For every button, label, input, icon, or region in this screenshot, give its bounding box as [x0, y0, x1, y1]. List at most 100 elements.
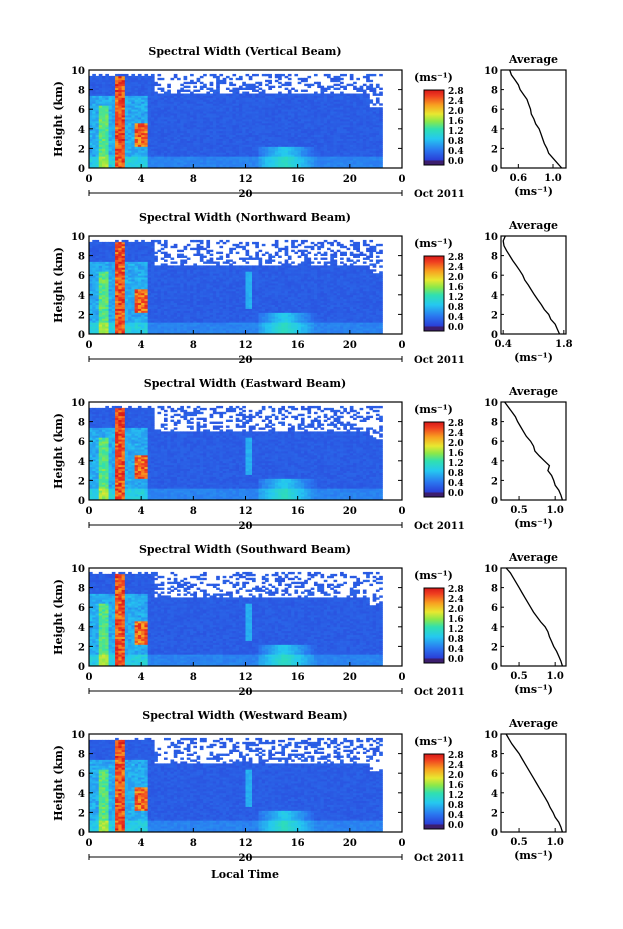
- heatmap-cell: [356, 150, 361, 153]
- heatmap-cell: [196, 150, 201, 153]
- heatmap-cell: [193, 154, 197, 157]
- heatmap-cell: [330, 77, 334, 81]
- heatmap-cell: [291, 148, 295, 151]
- heatmap-cell: [102, 273, 106, 276]
- heatmap-cell: [150, 142, 155, 145]
- heatmap-cell: [300, 134, 305, 138]
- heatmap-cell: [98, 281, 103, 284]
- heatmap-cell: [98, 75, 103, 79]
- heatmap-cell: [323, 132, 328, 136]
- heatmap-cell: [144, 89, 149, 92]
- heatmap-cell: [144, 120, 149, 124]
- heatmap-cell: [310, 113, 315, 116]
- heatmap-cell: [147, 83, 152, 87]
- heatmap-cell: [310, 144, 315, 147]
- heatmap-cell: [150, 308, 155, 311]
- heatmap-cell: [216, 93, 220, 96]
- heatmap-cell: [115, 77, 119, 81]
- heatmap-cell: [340, 140, 344, 143]
- heatmap-cell: [167, 115, 171, 118]
- heatmap-cell: [252, 122, 256, 126]
- heatmap-cell: [98, 91, 103, 94]
- heatmap-cell: [137, 105, 142, 108]
- heatmap-cell: [115, 140, 119, 143]
- heatmap-cell: [359, 119, 364, 122]
- heatmap-cell: [199, 117, 204, 120]
- heatmap-cell: [199, 122, 204, 126]
- heatmap-cell: [108, 285, 113, 288]
- heatmap-cell: [294, 107, 299, 110]
- heatmap-cell: [121, 166, 126, 168]
- heatmap-cell: [163, 142, 168, 145]
- heatmap-cell: [144, 140, 149, 143]
- heatmap-cell: [232, 136, 237, 139]
- heatmap-cell: [265, 130, 269, 134]
- heatmap-cell: [128, 306, 132, 309]
- heatmap-cell: [89, 95, 93, 98]
- heatmap-cell: [336, 113, 341, 116]
- heatmap-cell: [137, 281, 142, 284]
- heatmap-cell: [349, 103, 354, 106]
- heatmap-cell: [372, 166, 377, 168]
- heatmap-cell: [111, 245, 116, 249]
- heatmap-cell: [265, 79, 269, 83]
- heatmap-cell: [150, 277, 155, 280]
- heatmap-cell: [274, 158, 279, 161]
- heatmap-cell: [206, 166, 211, 168]
- heatmap-cell: [92, 85, 96, 89]
- heatmap-cell: [183, 93, 188, 96]
- heatmap-cell: [313, 117, 318, 120]
- heatmap-cell: [108, 144, 113, 147]
- heatmap-cell: [242, 142, 246, 145]
- heatmap-cell: [313, 103, 318, 106]
- heatmap-cell: [300, 107, 305, 110]
- heatmap-cell: [111, 318, 116, 321]
- heatmap-cell: [115, 251, 119, 255]
- heatmap-cell: [206, 132, 211, 136]
- heatmap-cell: [245, 134, 250, 138]
- heatmap-cell: [186, 164, 191, 167]
- heatmap-cell: [313, 130, 318, 134]
- heatmap-cell: [343, 132, 347, 136]
- heatmap-cell: [128, 91, 132, 94]
- heatmap-cell: [297, 130, 302, 134]
- heatmap-cell: [206, 140, 211, 143]
- heatmap-cell: [340, 105, 344, 108]
- heatmap-cell: [183, 156, 188, 159]
- heatmap-cell: [105, 290, 109, 294]
- heatmap-cell: [105, 132, 109, 136]
- heatmap-cell: [167, 117, 171, 120]
- heatmap-cell: [242, 99, 246, 102]
- heatmap-cell: [150, 285, 155, 288]
- heatmap-cell: [333, 138, 338, 141]
- heatmap-cell: [287, 140, 292, 143]
- heatmap-cell: [323, 87, 328, 90]
- heatmap-cell: [343, 119, 347, 122]
- heatmap-cell: [258, 101, 263, 104]
- heatmap-cell: [144, 142, 149, 145]
- heatmap-cell: [310, 115, 315, 118]
- heatmap-cell: [242, 138, 246, 141]
- heatmap-cell: [346, 132, 351, 136]
- heatmap-cell: [124, 130, 129, 134]
- heatmap-cell: [248, 103, 253, 106]
- heatmap-cell: [137, 91, 142, 94]
- heatmap-cell: [252, 130, 256, 134]
- heatmap-cell: [369, 146, 374, 149]
- heatmap-cell: [131, 318, 136, 321]
- heatmap-cell: [274, 119, 279, 122]
- heatmap-cell: [163, 312, 168, 315]
- heatmap-cell: [111, 146, 116, 149]
- heatmap-cell: [89, 160, 93, 163]
- heatmap-cell: [356, 140, 361, 143]
- heatmap-cell: [167, 128, 171, 132]
- heatmap-cell: [134, 138, 139, 141]
- heatmap-cell: [180, 119, 184, 122]
- heatmap-cell: [209, 166, 214, 168]
- heatmap-cell: [268, 142, 272, 145]
- heatmap-cell: [242, 154, 246, 157]
- heatmap-cell: [245, 126, 250, 130]
- heatmap-cell: [193, 158, 197, 161]
- heatmap-cell: [111, 316, 116, 319]
- heatmap-cell: [317, 156, 321, 159]
